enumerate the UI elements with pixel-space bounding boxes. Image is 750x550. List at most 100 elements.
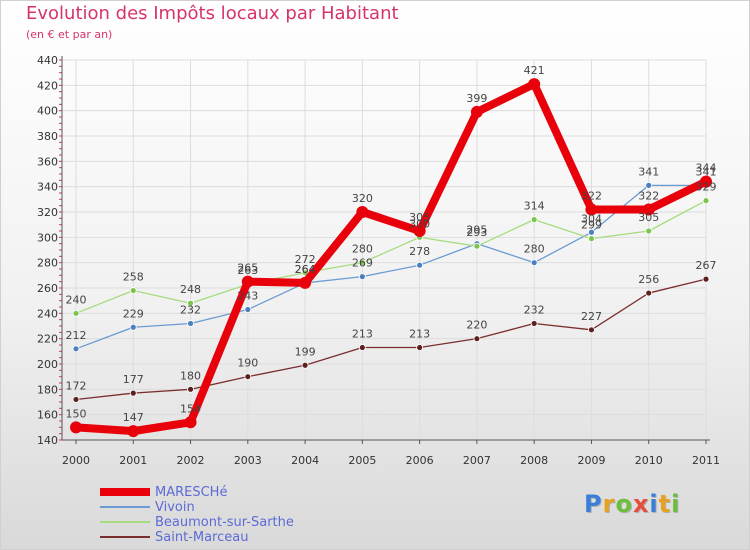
data-point-maresch- <box>642 203 655 216</box>
data-point-vivoin <box>72 345 80 353</box>
data-point-vivoin <box>244 306 252 313</box>
data-label-beaumont-sur-sarthe: 293 <box>466 226 487 239</box>
grid <box>62 59 707 441</box>
data-point-vivoin <box>645 181 653 189</box>
axes: 140 160 180 200 220 240 260 280 300 320 340 360 380 4… <box>37 54 720 467</box>
data-label-saint-marceau: 177 <box>123 373 144 386</box>
legend-label: Vivoin <box>155 500 195 515</box>
data-point-saint-marceau <box>129 389 137 397</box>
data-label-vivoin: 264 <box>295 263 316 276</box>
data-point-maresch- <box>70 421 82 434</box>
series <box>70 78 712 438</box>
data-point-vivoin <box>416 261 424 269</box>
data-point-maresch- <box>299 276 312 289</box>
brand-letter: P <box>584 490 603 518</box>
data-point-saint-marceau <box>702 275 710 283</box>
brand-letter: r <box>602 490 616 518</box>
data-point-beaumont-sur-sarthe <box>301 269 309 277</box>
data-point-beaumont-sur-sarthe <box>72 309 80 317</box>
data-label-vivoin: 243 <box>237 290 258 303</box>
data-point-beaumont-sur-sarthe <box>358 259 366 267</box>
y-tick-label: 280 <box>37 257 58 270</box>
data-label-vivoin: 229 <box>123 307 144 320</box>
data-point-saint-marceau <box>187 385 194 393</box>
y-tick-label: 340 <box>37 181 58 194</box>
data-point-beaumont-sur-sarthe <box>187 299 194 307</box>
x-tick-label: 2002 <box>177 454 205 467</box>
data-label-beaumont-sur-sarthe: 280 <box>352 243 373 256</box>
data-point-maresch- <box>470 105 483 118</box>
data-label-maresch-: 154 <box>180 402 201 415</box>
data-label-saint-marceau: 180 <box>180 369 201 382</box>
brand-letter: i <box>649 490 659 518</box>
data-label-vivoin: 341 <box>638 165 659 178</box>
data-point-vivoin <box>358 273 366 281</box>
y-tick-label: 380 <box>37 130 58 143</box>
data-label-beaumont-sur-sarthe: 258 <box>123 271 144 284</box>
data-point-saint-marceau <box>358 344 366 351</box>
data-point-saint-marceau <box>72 396 80 403</box>
data-label-saint-marceau: 213 <box>352 328 373 341</box>
x-tick-label: 2001 <box>119 454 147 467</box>
data-label-beaumont-sur-sarthe: 272 <box>295 253 316 266</box>
data-point-maresch- <box>413 225 426 237</box>
data-label-maresch-: 344 <box>696 162 717 175</box>
data-labels: 212 229 232 243 264 269 278 295 280 304 341 341 240 2… <box>66 64 717 424</box>
data-point-saint-marceau <box>473 335 481 343</box>
x-tick-label: 2005 <box>348 454 376 467</box>
data-point-saint-marceau <box>244 373 252 381</box>
data-point-beaumont-sur-sarthe <box>588 235 595 243</box>
data-label-beaumont-sur-sarthe: 240 <box>66 293 87 306</box>
data-point-vivoin <box>187 320 194 327</box>
data-point-maresch- <box>184 416 197 429</box>
data-label-vivoin: 280 <box>524 243 545 256</box>
y-tick-label: 260 <box>37 282 58 295</box>
data-label-saint-marceau: 190 <box>237 357 258 370</box>
data-label-vivoin: 269 <box>352 257 373 270</box>
data-point-saint-marceau <box>301 361 309 369</box>
data-label-beaumont-sur-sarthe: 299 <box>581 219 602 232</box>
legend-swatch <box>100 521 150 523</box>
data-label-beaumont-sur-sarthe: 314 <box>524 200 545 213</box>
data-label-maresch-: 320 <box>352 192 373 205</box>
data-point-maresch- <box>700 175 712 188</box>
data-label-maresch-: 150 <box>66 407 87 420</box>
brand-letter: t <box>658 490 672 518</box>
data-label-saint-marceau: 227 <box>581 310 602 323</box>
data-point-beaumont-sur-sarthe <box>530 216 538 224</box>
chart-title: Evolution des Impôts locaux par Habitant <box>26 3 399 24</box>
series-line-beaumont-sur-sarthe <box>75 199 707 314</box>
y-tick-label: 180 <box>37 383 58 396</box>
data-point-beaumont-sur-sarthe <box>645 227 653 235</box>
data-label-maresch-: 322 <box>638 189 659 202</box>
x-tick-label: 2008 <box>520 454 548 467</box>
y-tick-label: 140 <box>37 434 58 447</box>
legend-label: MARESCHé <box>155 485 228 500</box>
y-tick-label: 300 <box>37 231 58 244</box>
y-tick-label: 220 <box>37 333 58 346</box>
data-label-saint-marceau: 199 <box>295 345 316 358</box>
x-tick-label: 2003 <box>234 454 262 467</box>
data-label-vivoin: 304 <box>581 212 602 225</box>
data-label-maresch-: 421 <box>524 64 545 77</box>
y-tick-label: 420 <box>37 79 58 92</box>
y-tick-label: 360 <box>37 155 58 168</box>
data-label-maresch-: 399 <box>466 92 487 105</box>
data-label-beaumont-sur-sarthe: 263 <box>237 264 258 277</box>
x-tick-label: 2009 <box>577 454 605 467</box>
data-point-maresch- <box>528 78 541 91</box>
brand-letter: i <box>671 490 681 518</box>
data-point-beaumont-sur-sarthe <box>473 242 481 250</box>
data-label-beaumont-sur-sarthe: 248 <box>180 283 201 296</box>
series-line-vivoin <box>75 184 707 350</box>
data-label-vivoin: 295 <box>466 224 487 237</box>
data-label-vivoin: 212 <box>66 329 87 342</box>
data-point-beaumont-sur-sarthe <box>129 287 137 294</box>
data-label-vivoin: 232 <box>180 303 201 316</box>
data-point-saint-marceau <box>416 344 424 351</box>
data-point-beaumont-sur-sarthe <box>702 197 710 205</box>
x-tick-label: 2006 <box>406 454 434 467</box>
data-label-beaumont-sur-sarthe: 329 <box>696 181 717 194</box>
